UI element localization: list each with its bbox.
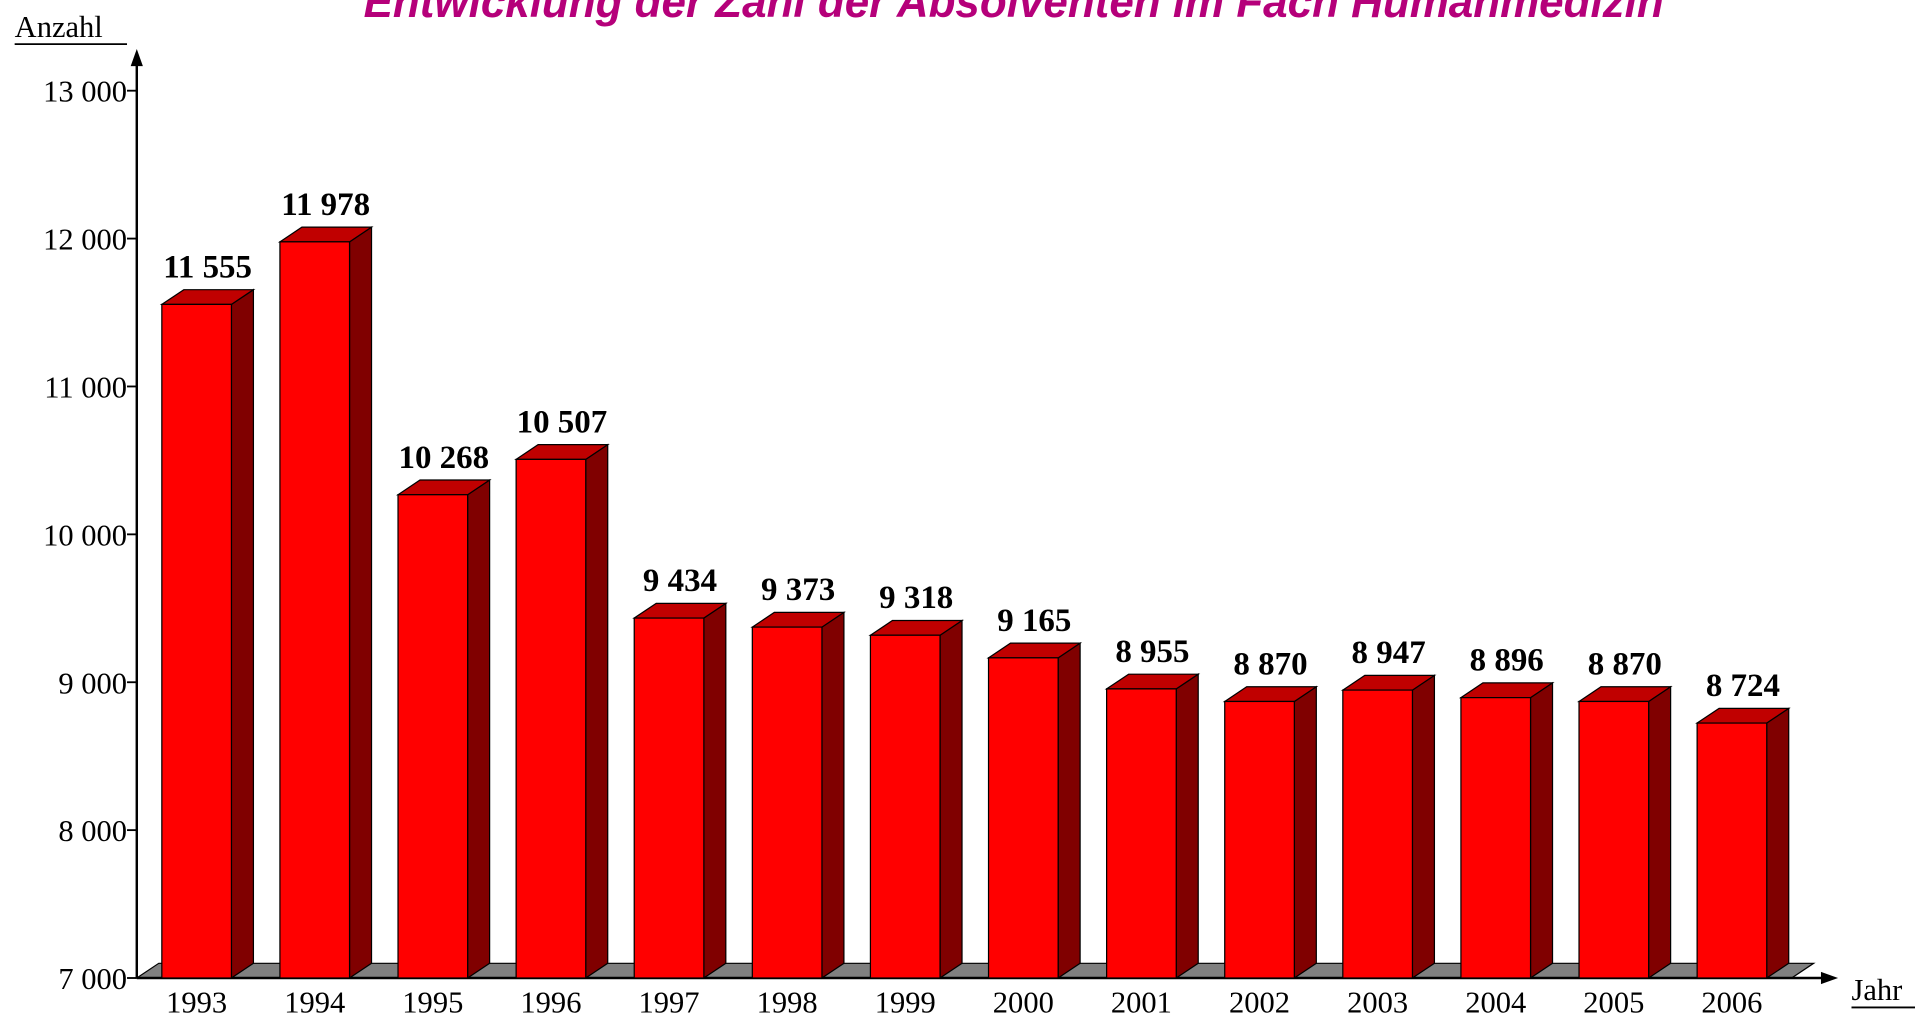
bar: [1578, 700, 1650, 979]
value-label: 11 978: [281, 187, 370, 223]
bar-side: [1175, 673, 1199, 980]
value-label: 8 870: [1233, 646, 1307, 682]
bar-side: [467, 478, 491, 980]
value-label: 10 268: [399, 440, 490, 476]
bar: [1696, 722, 1768, 979]
bar-side: [821, 611, 845, 980]
y-tick-label: 8 000: [58, 814, 127, 848]
y-tick-label: 7 000: [58, 962, 127, 996]
y-tick-label: 12 000: [43, 223, 127, 257]
chart-title: Entwicklung der Zahl der Absolventen im …: [364, 0, 1664, 27]
y-tick-label: 13 000: [43, 75, 127, 109]
bar-side: [1057, 641, 1081, 980]
x-tick-label: 2004: [1465, 985, 1526, 1016]
bar: [987, 657, 1059, 979]
x-tick-label: 1999: [875, 985, 936, 1016]
x-tick-label: 2005: [1583, 985, 1644, 1016]
x-tick-label: 1996: [520, 985, 581, 1016]
value-label: 9 373: [761, 572, 835, 608]
bar: [515, 458, 587, 979]
value-label: 9 434: [643, 563, 717, 599]
x-tick-label: 1997: [639, 985, 700, 1016]
bar: [279, 241, 351, 979]
x-axis-label: Jahr: [1851, 973, 1902, 1007]
bar: [397, 494, 469, 979]
bar-side: [1293, 685, 1317, 980]
value-label: 10 507: [517, 404, 608, 440]
y-tick-label: 10 000: [43, 518, 127, 552]
bar-side: [1529, 681, 1554, 980]
bar: [1106, 688, 1177, 979]
bar: [633, 617, 705, 979]
bar-side: [939, 619, 963, 980]
x-tick-label: 1993: [166, 985, 227, 1016]
bar: [1460, 697, 1532, 979]
x-tick-label: 2001: [1111, 985, 1172, 1016]
x-tick-label: 1998: [757, 985, 818, 1016]
x-tick-label: 2006: [1701, 985, 1762, 1016]
bar-side: [703, 602, 727, 980]
bar: [751, 626, 823, 979]
bar: [1342, 689, 1414, 979]
x-tick-label: 1994: [284, 985, 345, 1016]
x-tick-label: 1995: [402, 985, 463, 1016]
y-tick-label: 11 000: [44, 370, 127, 404]
value-label: 9 318: [879, 580, 953, 616]
y-tick-label: 9 000: [58, 666, 127, 700]
value-label: 8 870: [1588, 646, 1662, 682]
x-tick-label: 2000: [993, 985, 1054, 1016]
x-tick-label: 2003: [1347, 985, 1408, 1016]
y-axis-label: Anzahl: [15, 10, 103, 44]
value-label: 8 896: [1470, 643, 1544, 679]
value-label: 11 555: [163, 249, 252, 285]
floor: [134, 962, 1816, 979]
bar-side: [1766, 707, 1790, 980]
bar-side: [348, 225, 373, 980]
bar-side: [230, 288, 255, 980]
value-label: 9 165: [997, 603, 1071, 639]
y-axis-arrow: [130, 49, 143, 67]
value-label: 8 947: [1352, 635, 1426, 671]
value-label: 8 724: [1706, 668, 1780, 704]
x-axis-arrow: [1820, 971, 1839, 985]
bar: [869, 634, 941, 979]
value-label: 8 955: [1115, 634, 1189, 670]
bar: [161, 303, 233, 979]
bar-side: [1648, 685, 1672, 980]
bar-side: [1411, 674, 1436, 980]
bar: [1224, 700, 1295, 979]
x-tick-label: 2002: [1229, 985, 1290, 1016]
bar-side: [585, 443, 609, 980]
